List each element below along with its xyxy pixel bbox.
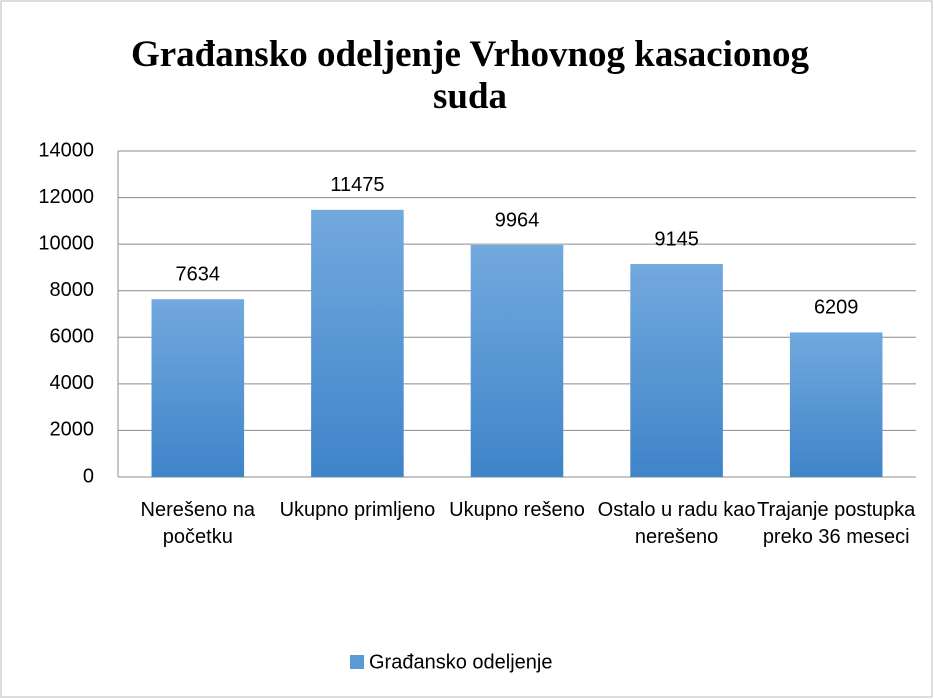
y-tick-label: 8000 bbox=[50, 279, 95, 301]
bar bbox=[470, 244, 564, 477]
y-tick-label: 2000 bbox=[50, 419, 95, 441]
chart-title: Građansko odeljenje Vrhovnog kasacionog … bbox=[130, 34, 810, 117]
x-tick-label: Ukupno primljeno bbox=[279, 499, 436, 521]
legend-swatch bbox=[350, 655, 364, 669]
x-tick-label: Trajanje postupka preko 36 meseci bbox=[757, 499, 916, 548]
bar bbox=[630, 264, 723, 477]
y-tick-label: 14000 bbox=[38, 139, 94, 161]
bar bbox=[789, 332, 883, 477]
data-label: 9145 bbox=[654, 228, 699, 250]
bar bbox=[151, 299, 245, 477]
y-tick-label: 4000 bbox=[50, 372, 95, 394]
y-tick-label: 6000 bbox=[50, 326, 95, 348]
legend-label: Građansko odeljenje bbox=[369, 651, 552, 673]
x-tick-label: Nerešeno na početku bbox=[140, 499, 256, 548]
data-label: 7634 bbox=[176, 264, 221, 286]
data-label: 6209 bbox=[814, 297, 859, 319]
y-tick-label: 10000 bbox=[38, 232, 94, 254]
y-tick-label: 0 bbox=[83, 465, 94, 487]
bar bbox=[311, 209, 404, 477]
x-tick-label: Ostalo u radu kao nerešeno bbox=[597, 499, 756, 548]
data-label: 9964 bbox=[495, 209, 540, 231]
y-tick-label: 12000 bbox=[38, 186, 94, 208]
data-label: 11475 bbox=[330, 174, 384, 196]
x-tick-label: Ukupno rešeno bbox=[449, 499, 585, 521]
